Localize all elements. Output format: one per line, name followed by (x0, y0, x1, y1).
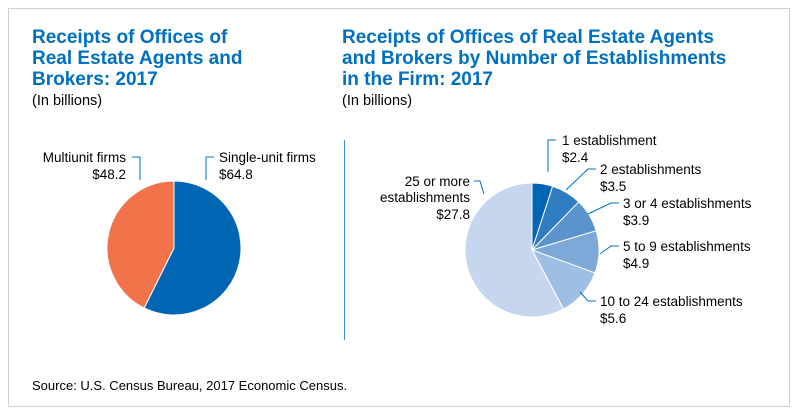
left-chart-subtitle: (In billions) (32, 93, 103, 109)
leader-line (579, 291, 596, 302)
right-title-line-2: and Brokers by Number of Establishments (342, 48, 727, 69)
chart-divider (344, 140, 345, 340)
leader-lines (132, 139, 619, 302)
slice-label-25-plus-line2: establishments (380, 190, 470, 205)
right-pie (464, 182, 600, 318)
left-chart-title: Receipts of Offices of Real Estate Agent… (32, 27, 242, 90)
pie-slice-single-unit-firms (143, 180, 242, 316)
slice-value-5-9-est: $4.9 (623, 256, 649, 271)
slice-label-5-9-est: 5 to 9 establishments (623, 239, 751, 254)
slice-label-10-24-est: 10 to 24 establishments (600, 294, 743, 309)
left-title-line-1: Receipts of Offices of (32, 27, 228, 48)
slice-label-2-est: 2 establishments (600, 162, 702, 177)
leader-line (565, 168, 596, 191)
slice-label-3-4-est: 3 or 4 establishments (623, 196, 752, 211)
chart-frame (8, 8, 790, 407)
right-chart-title: Receipts of Offices of Real Estate Agent… (342, 27, 726, 90)
slice-value-10-24-est: $5.6 (600, 311, 626, 326)
left-title-line-3: Brokers: 2017 (32, 69, 158, 90)
leader-line (547, 139, 556, 172)
source-note: Source: U.S. Census Bureau, 2017 Economi… (32, 378, 348, 393)
slice-label-multiunit: Multiunit firms (43, 150, 127, 165)
leader-line (587, 202, 619, 215)
slice-value-3-4-est: $3.9 (623, 213, 649, 228)
leader-line (205, 156, 214, 180)
slice-value-25-plus: $27.8 (436, 207, 470, 222)
right-chart-subtitle: (In billions) (342, 93, 413, 109)
slice-label-1-est: 1 establishment (562, 133, 657, 148)
slice-label-25-plus-line1: 25 or more (405, 174, 470, 189)
left-pie (106, 180, 242, 316)
pie-slice-25-or-more-establishments (464, 182, 565, 318)
leader-line (132, 156, 141, 180)
left-title-line-2: Real Estate Agents and (32, 48, 243, 69)
right-title-line-3: in the Firm: 2017 (342, 69, 493, 90)
slice-value-2-est: $3.5 (600, 179, 626, 194)
leader-line (599, 245, 619, 255)
slice-value-single-unit: $64.8 (219, 167, 253, 182)
slice-label-single-unit: Single-unit firms (219, 150, 316, 165)
slice-value-1-est: $2.4 (562, 150, 589, 165)
right-title-line-1: Receipts of Offices of Real Estate Agent… (342, 27, 715, 48)
pie-slice-multiunit-firms (106, 180, 175, 309)
slice-value-multiunit: $48.2 (92, 167, 126, 182)
leader-line (474, 180, 485, 195)
